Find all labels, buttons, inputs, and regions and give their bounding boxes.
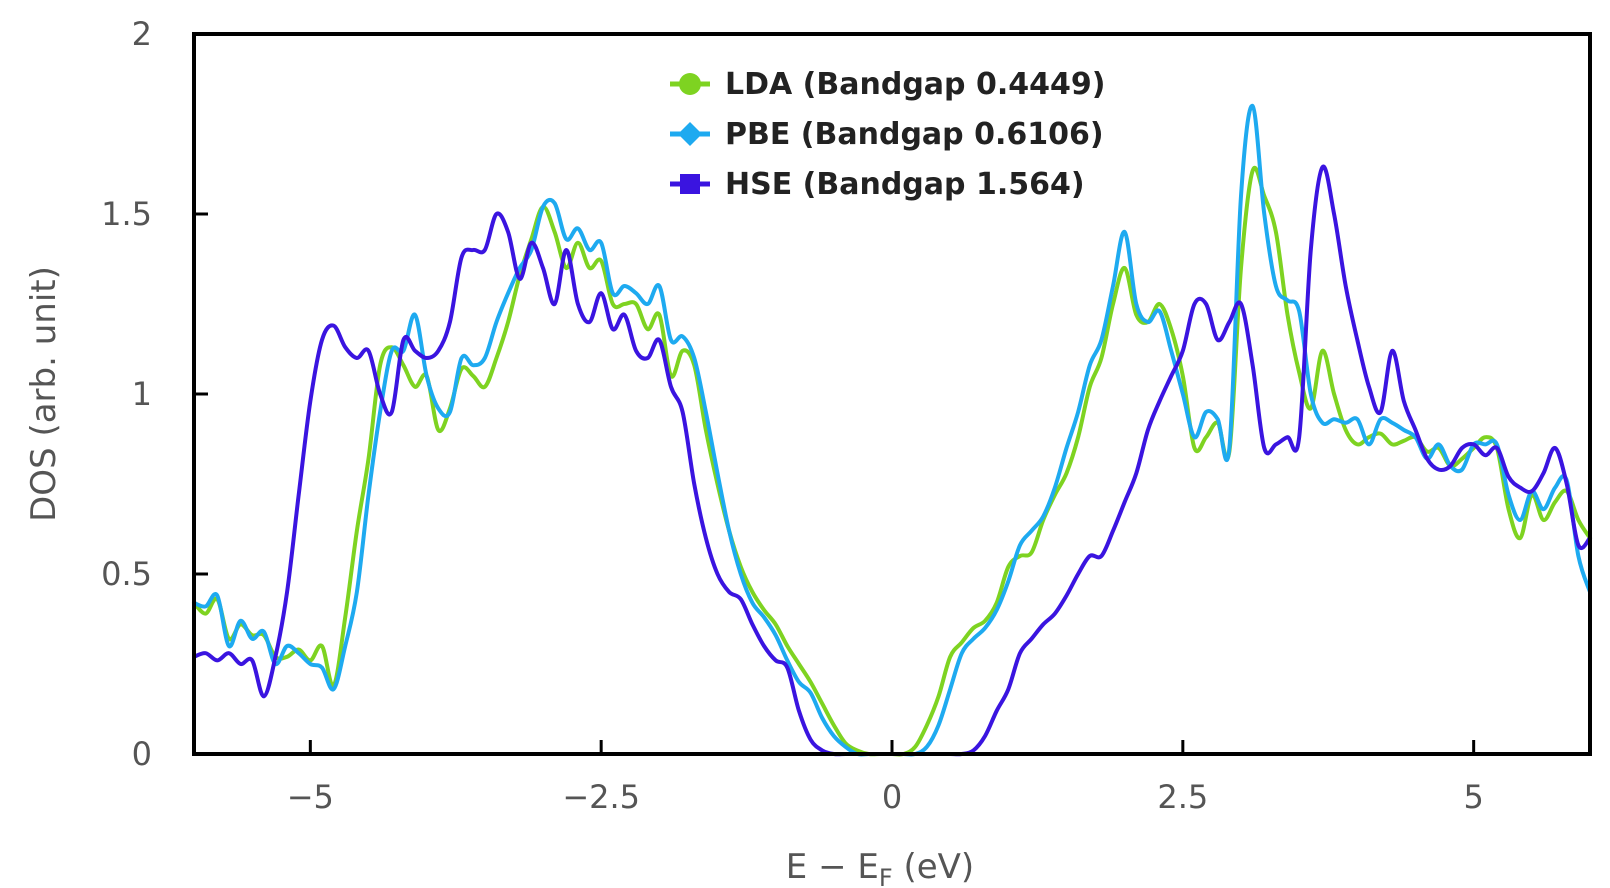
- x-tick-label: −2.5: [562, 778, 640, 816]
- x-tick-label: 0: [882, 778, 902, 816]
- legend-marker-pbe: [678, 122, 702, 146]
- legend-label-pbe: PBE (Bandgap 0.6106): [725, 117, 1104, 152]
- legend: LDA (Bandgap 0.4449) PBE (Bandgap 0.6106)…: [670, 67, 1105, 202]
- legend-label-lda: LDA (Bandgap 0.4449): [725, 67, 1105, 102]
- series-line-lda: [192, 166, 1592, 757]
- y-tick-label: 0.5: [101, 555, 152, 593]
- x-axis-title-unit: (eV): [893, 847, 975, 887]
- tick-layer: −5 −2.5 0 2.5 5 0 0.5 1 1.5 2: [101, 15, 1484, 816]
- x-tick-label: 5: [1463, 778, 1483, 816]
- legend-marker-lda: [679, 73, 701, 95]
- series-line-pbe: [192, 103, 1592, 757]
- legend-marker-hse: [680, 174, 700, 194]
- series-line-hse: [192, 164, 1592, 757]
- y-tick-label: 2: [132, 15, 152, 53]
- x-axis-title-subscript: F: [879, 864, 893, 888]
- x-tick-label: −5: [287, 778, 334, 816]
- series-layer: [192, 103, 1592, 757]
- y-tick-label: 1: [132, 375, 152, 413]
- legend-label-hse: HSE (Bandgap 1.564): [725, 167, 1085, 202]
- y-tick-label: 1.5: [101, 195, 152, 233]
- x-axis-title-main: E − E: [786, 847, 879, 887]
- y-tick-label: 0: [132, 735, 152, 773]
- x-axis-title: E − EF (eV): [786, 847, 974, 888]
- x-tick-label: 2.5: [1157, 778, 1208, 816]
- y-axis-title: DOS (arb. unit): [24, 266, 64, 522]
